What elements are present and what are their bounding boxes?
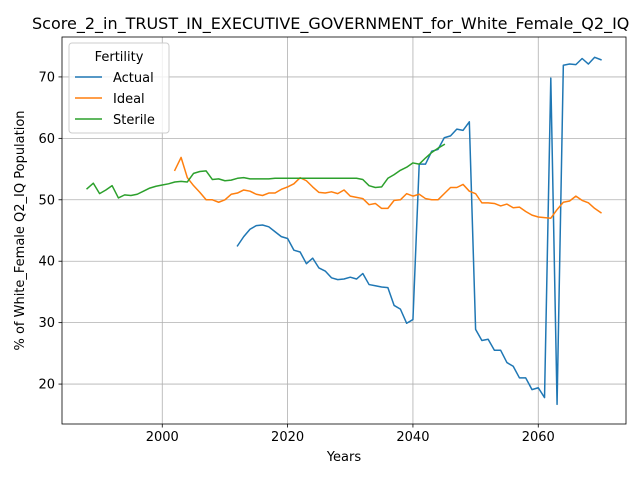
y-tick-label: 60 bbox=[38, 132, 55, 147]
legend: Fertility Actual Ideal Sterile bbox=[69, 43, 169, 133]
x-axis-title: Years bbox=[326, 450, 362, 465]
chart-title: Score_2_in_TRUST_IN_EXECUTIVE_GOVERNMENT… bbox=[32, 14, 629, 34]
x-tick-label: 2020 bbox=[271, 430, 304, 445]
y-tick-label: 30 bbox=[38, 316, 55, 331]
x-tick-label: 2040 bbox=[396, 430, 429, 445]
legend-label-actual: Actual bbox=[113, 71, 154, 86]
y-tick-label: 70 bbox=[38, 70, 55, 85]
y-tick-label: 50 bbox=[38, 193, 55, 208]
legend-label-ideal: Ideal bbox=[113, 92, 145, 107]
legend-label-sterile: Sterile bbox=[113, 113, 155, 128]
x-tick-label: 2000 bbox=[146, 430, 179, 445]
y-tick-label: 40 bbox=[38, 255, 55, 270]
y-axis-title: % of White_Female Q2_IQ Population bbox=[13, 110, 28, 350]
legend-title: Fertility bbox=[95, 50, 144, 65]
y-tick-label: 20 bbox=[38, 378, 55, 393]
x-tick-label: 2060 bbox=[522, 430, 555, 445]
